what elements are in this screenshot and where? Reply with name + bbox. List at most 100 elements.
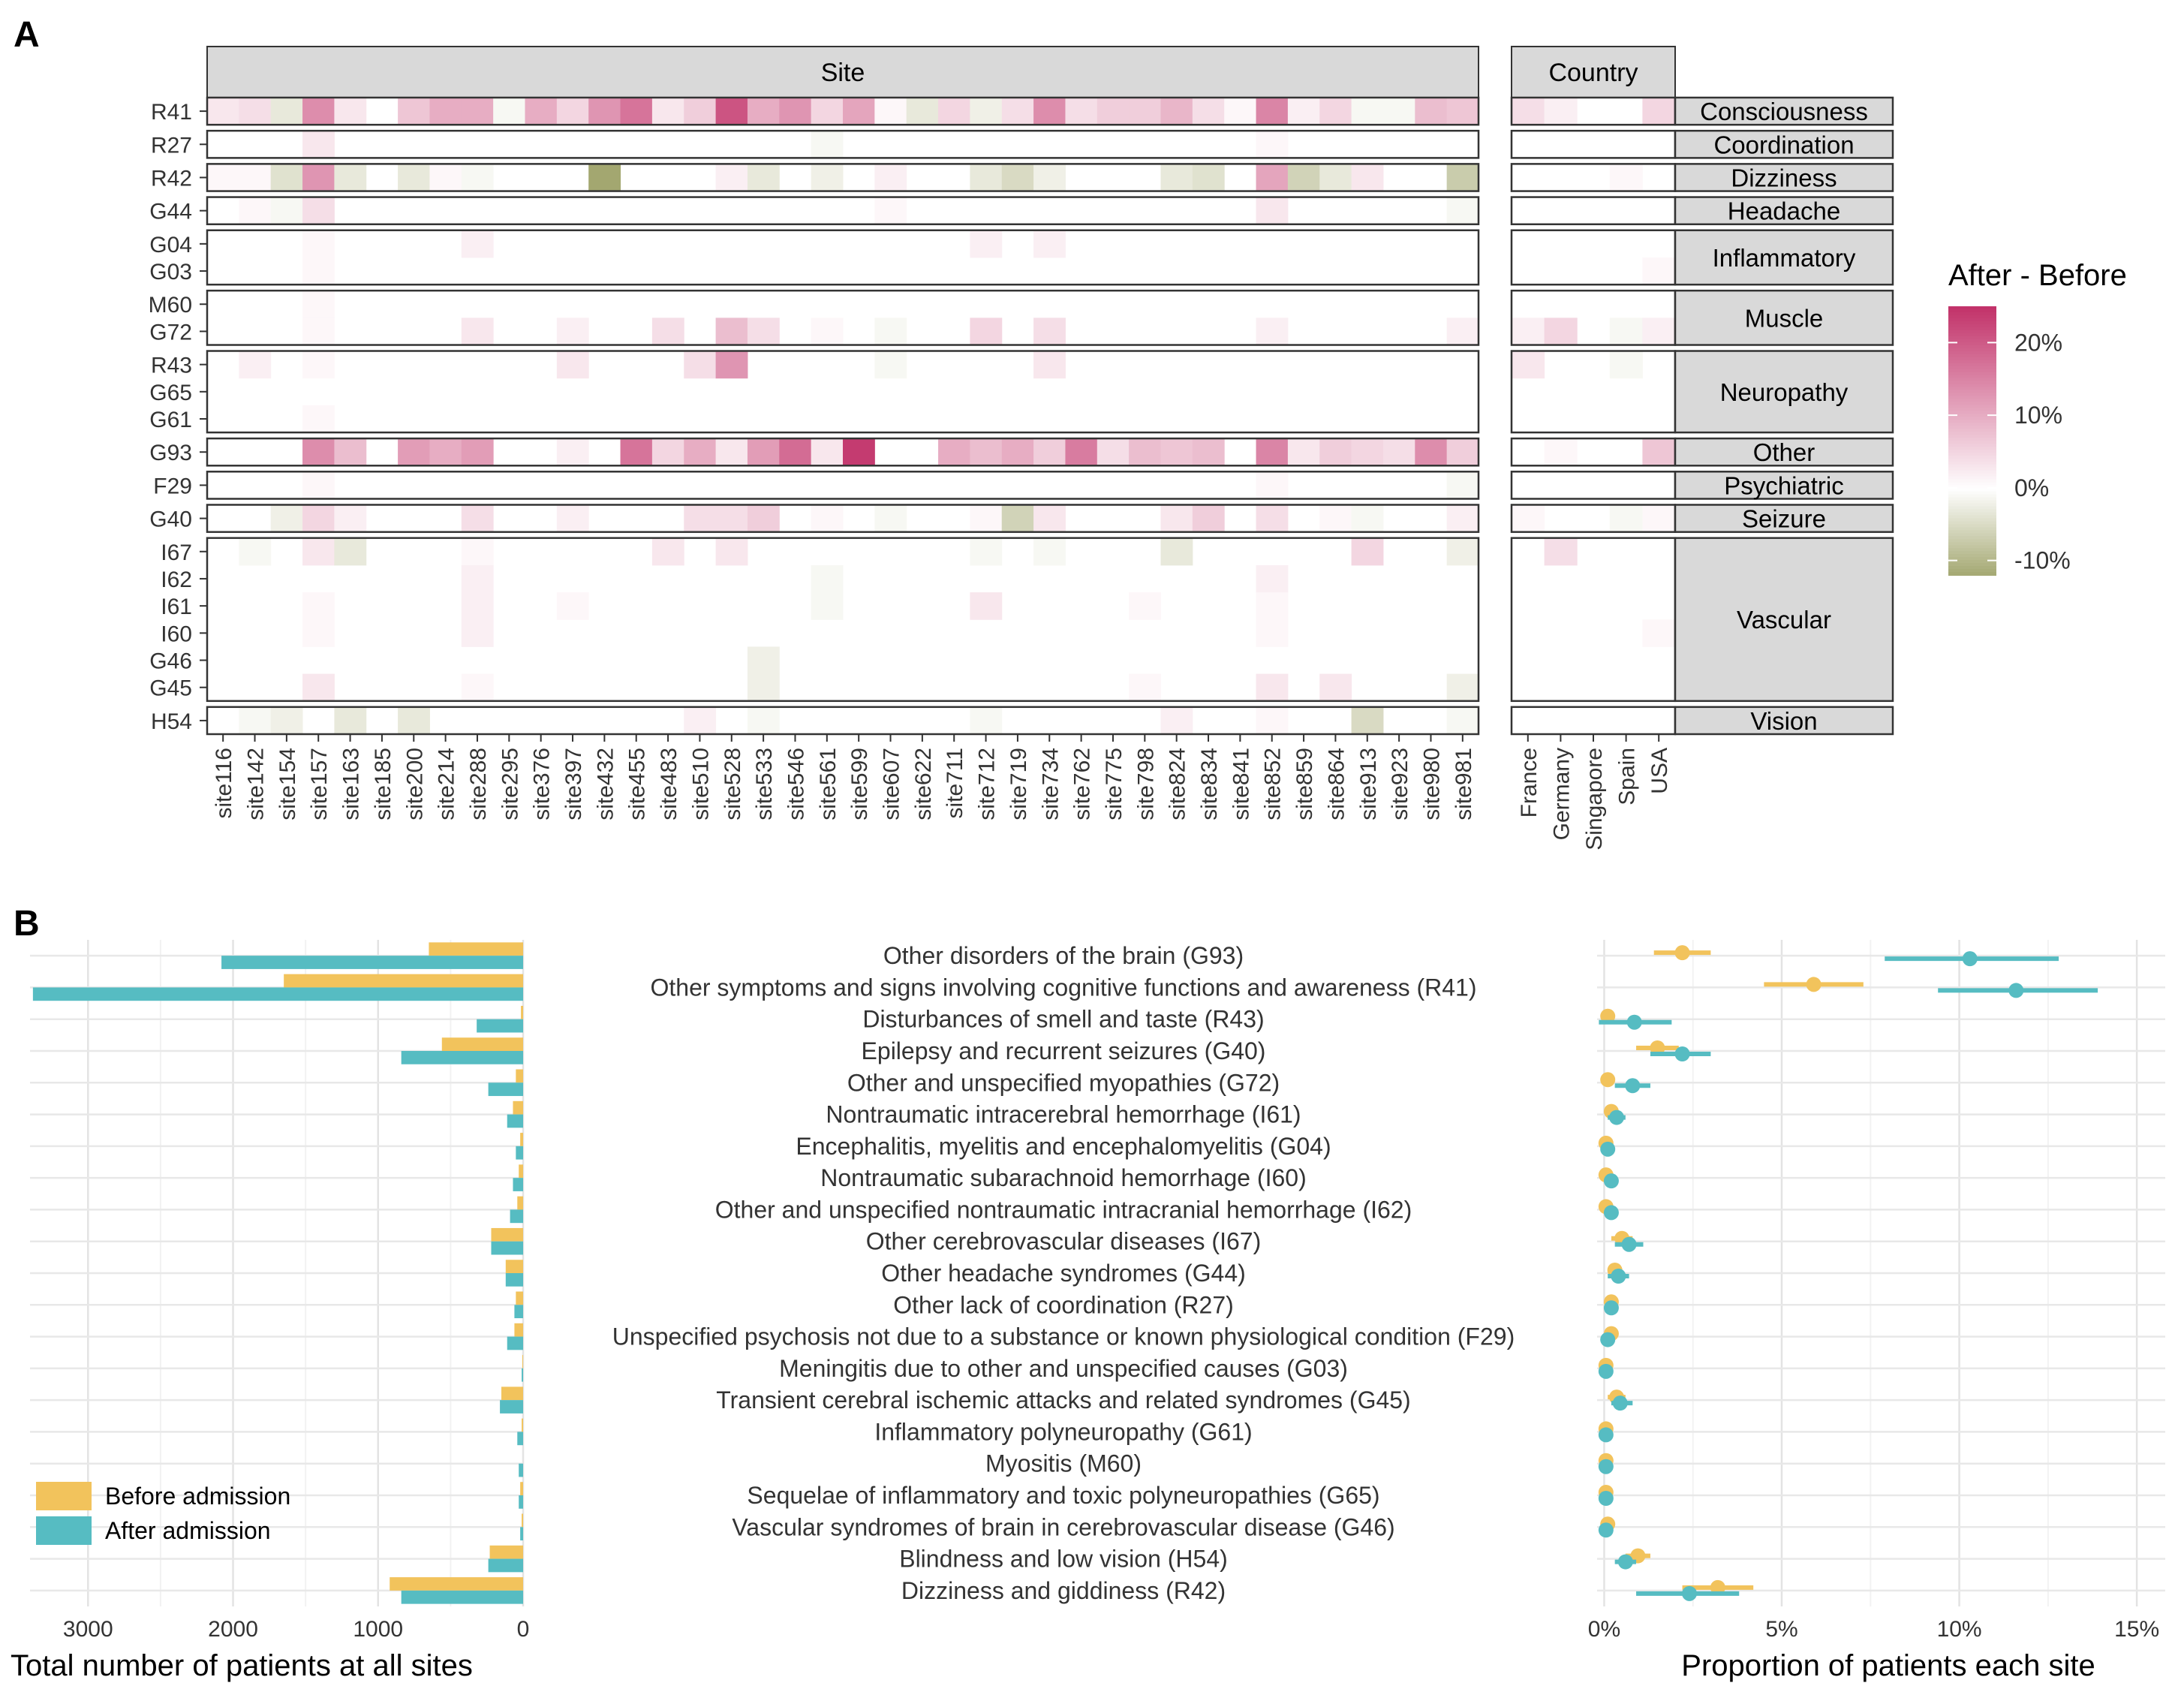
heatmap-cell bbox=[938, 98, 970, 125]
site-label: site980 bbox=[1419, 748, 1444, 820]
site-label: site852 bbox=[1261, 748, 1286, 820]
heatmap-cell bbox=[1033, 351, 1066, 379]
bar-before bbox=[520, 1133, 523, 1146]
site-label: site711 bbox=[943, 748, 967, 819]
heatmap-cell bbox=[874, 197, 907, 225]
scatter-x-axis-title: Proportion of patients each site bbox=[1681, 1649, 2095, 1682]
legend-swatch bbox=[1948, 339, 1996, 343]
category-label: Sequelae of inflammatory and toxic polyn… bbox=[747, 1482, 1379, 1509]
heatmap-cell bbox=[302, 673, 335, 702]
site-label: site561 bbox=[816, 748, 841, 820]
bar-before bbox=[491, 1227, 523, 1242]
heatmap-cell bbox=[334, 706, 367, 735]
heatmap-cell bbox=[1033, 164, 1066, 192]
heatmap-cell bbox=[715, 318, 748, 346]
heatmap-cell bbox=[747, 706, 780, 735]
heatmap-cell bbox=[747, 318, 780, 346]
row-code-label: G61 bbox=[149, 408, 192, 432]
heatmap-cell bbox=[1256, 565, 1289, 593]
legend-swatch bbox=[1948, 557, 1996, 561]
point-after bbox=[1962, 951, 1978, 967]
bar-before bbox=[519, 1164, 523, 1179]
heatmap-cell bbox=[1319, 164, 1352, 192]
heatmap-cell bbox=[811, 318, 844, 346]
heatmap-cell bbox=[207, 98, 239, 125]
legend-swatch bbox=[1948, 539, 1996, 543]
category-label: Epilepsy and recurrent seizures (G40) bbox=[862, 1037, 1266, 1064]
heatmap-cell bbox=[970, 230, 1003, 258]
heatmap-cell bbox=[1512, 318, 1545, 346]
heatmap-cell bbox=[398, 98, 430, 125]
category-label: Nontraumatic intracerebral hemorrhage (I… bbox=[826, 1101, 1301, 1128]
point-after bbox=[1600, 1141, 1616, 1157]
legend-swatch bbox=[1948, 312, 1996, 316]
row-code-label: H54 bbox=[151, 709, 192, 734]
heatmap-cell bbox=[811, 98, 844, 125]
legend-swatch bbox=[1948, 515, 1996, 519]
heatmap-cell bbox=[1129, 673, 1161, 702]
panel-b-charts: 3000 2000 1000 0 Total number of patients at… bbox=[11, 940, 2165, 1682]
legend-swatch bbox=[1948, 473, 1996, 477]
heatmap-cell bbox=[525, 98, 558, 125]
heatmap-cell bbox=[1097, 98, 1130, 125]
heatmap-cell bbox=[1224, 98, 1257, 125]
site-label: site981 bbox=[1451, 748, 1476, 820]
category-label: Other headache syndromes (G44) bbox=[881, 1260, 1246, 1287]
legend-swatch bbox=[1948, 488, 1996, 492]
bar-before bbox=[513, 1100, 523, 1115]
legend-swatch bbox=[1948, 306, 1996, 310]
country-panel-bg bbox=[1512, 706, 1675, 734]
heatmap-cell bbox=[1287, 164, 1320, 192]
row-code-label: F29 bbox=[153, 474, 192, 498]
heatmap-cell bbox=[715, 537, 748, 566]
heatmap-cell bbox=[1033, 230, 1066, 258]
legend-swatch bbox=[1948, 327, 1996, 331]
site-label: site116 bbox=[212, 748, 236, 819]
category-label: Nontraumatic subarachnoid hemorrhage (I6… bbox=[820, 1164, 1306, 1191]
legend-swatch bbox=[1948, 566, 1996, 571]
heatmap-cell bbox=[747, 673, 780, 702]
legend-swatch bbox=[1948, 461, 1996, 465]
heatmap-cell bbox=[1256, 673, 1289, 702]
heatmap-cell bbox=[461, 673, 494, 702]
heatmap-cell bbox=[302, 592, 335, 620]
heatmap-cell bbox=[302, 98, 335, 125]
site-label: site762 bbox=[1070, 748, 1095, 820]
country-label: Germany bbox=[1549, 748, 1574, 840]
heatmap-cell bbox=[715, 351, 748, 379]
heatmap-cell bbox=[1609, 164, 1643, 192]
heatmap-cell bbox=[1160, 504, 1193, 533]
scatter-x-tick-label: 5% bbox=[1765, 1617, 1797, 1642]
heatmap-cell bbox=[938, 438, 970, 466]
group-strip bbox=[1674, 196, 1894, 226]
heatmap-cell bbox=[334, 98, 367, 125]
site-label: site923 bbox=[1388, 748, 1412, 820]
heatmap-cell bbox=[1446, 537, 1479, 566]
bar-x-tick-label: 0 bbox=[517, 1617, 530, 1642]
heatmap-cell bbox=[302, 230, 335, 258]
legend-swatch bbox=[1948, 360, 1996, 364]
row-code-label: I60 bbox=[161, 622, 192, 646]
legend-swatch bbox=[1948, 548, 1996, 552]
group-strip bbox=[1674, 537, 1894, 703]
heatmap-cell bbox=[1192, 504, 1225, 533]
heatmap-cell bbox=[1351, 537, 1384, 566]
point-after bbox=[1598, 1427, 1614, 1443]
legend-swatch bbox=[1948, 363, 1996, 367]
row-code-label: R27 bbox=[151, 133, 192, 158]
legend-swatch bbox=[1948, 518, 1996, 522]
heatmap-cell bbox=[461, 619, 494, 647]
category-label: Other cerebrovascular diseases (I67) bbox=[866, 1228, 1261, 1255]
row-code-label: G46 bbox=[149, 649, 192, 674]
legend-swatch bbox=[1948, 467, 1996, 471]
legend-swatch bbox=[1948, 455, 1996, 459]
heatmap-cell bbox=[270, 98, 303, 125]
heatmap-cell bbox=[302, 438, 335, 466]
legend-swatch bbox=[1948, 449, 1996, 453]
heatmap-cell bbox=[461, 537, 494, 566]
legend-swatch bbox=[1948, 441, 1996, 444]
heatmap-cell bbox=[715, 438, 748, 466]
legend-swatch bbox=[1948, 446, 1996, 450]
site-panel-border bbox=[206, 504, 1480, 533]
